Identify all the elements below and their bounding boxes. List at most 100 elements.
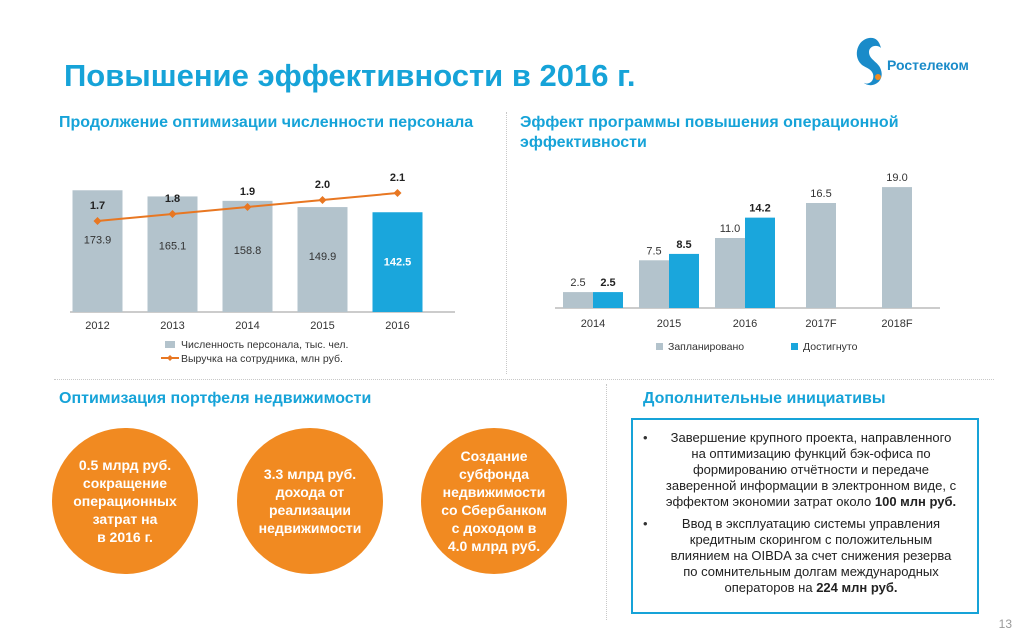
legend-revenue-marker <box>167 355 173 361</box>
headcount-bar <box>72 190 123 312</box>
headcount-bar <box>372 212 423 312</box>
headcount-bar-label: 165.1 <box>159 240 187 252</box>
revenue-point-marker <box>318 196 327 204</box>
x-tick-label: 2013 <box>160 320 184 332</box>
legend-achieved-swatch <box>791 343 798 350</box>
circle-text-line: операционных <box>73 493 177 509</box>
legend-headcount-label: Численность персонала, тыс. чел. <box>181 339 348 351</box>
planned-bar <box>882 187 912 308</box>
legend-planned-label: Запланировано <box>668 341 744 353</box>
initiative-text-line: Ввод в эксплуатацию системы управления <box>681 516 941 531</box>
initiative-tail-text: операторов на <box>724 580 817 595</box>
circle-text-line: субфонда <box>459 466 529 482</box>
achieved-bar <box>669 253 699 308</box>
initiative-tail-line: эффектом экономии затрат около 100 млн р… <box>657 494 965 510</box>
legend-headcount-swatch <box>165 341 175 348</box>
circle-text-line: 4.0 млрд руб. <box>447 538 541 554</box>
x-tick-label: 2016 <box>733 318 757 330</box>
headcount-bar <box>297 207 348 312</box>
x-tick-label: 2015 <box>310 320 334 332</box>
initiative-text-line: Завершение крупного проекта, направленно… <box>670 430 952 445</box>
x-tick-label: 2014 <box>581 318 605 330</box>
logo-text: Ростелеком <box>887 57 969 73</box>
initiative-text-line: формированию отчётности и передаче <box>692 462 930 477</box>
revenue-point-marker <box>393 189 402 197</box>
initiative-effect-amount: 100 млн руб. <box>874 494 957 509</box>
circle-text-line: затрат на <box>92 511 158 527</box>
realestate-section-title: Оптимизация портфеля недвижимости <box>59 390 372 407</box>
initiative-text-line: заверенной информации в электронном виде… <box>665 478 957 493</box>
initiative-effect-amount: 224 млн руб. <box>816 580 898 595</box>
realestate-circle-opex: 0.5 млрд руб. сокращение операционных затра… <box>52 428 198 574</box>
initiative-text-line: на оптимизацию функций бэк-офиса по <box>691 446 931 461</box>
x-tick-label: 2017F <box>805 318 836 330</box>
circle-text-line: дохода от <box>275 484 345 500</box>
legend-achieved-label: Достигнуто <box>803 341 858 353</box>
initiatives-section-title: Дополнительные инициативы <box>643 390 886 407</box>
achieved-bar <box>593 292 623 308</box>
opex-chart: 2.5 2.5 2014 7.5 8.5 2015 11.0 14.2 2016 16.5 2017… <box>555 172 940 353</box>
achieved-bar-label: 14.2 <box>749 203 770 215</box>
slide-title: Повышение эффективности в 2016 г. <box>64 58 636 93</box>
circle-text-line: со Сбербанком <box>441 502 547 518</box>
circle-text-line: недвижимости <box>258 520 362 536</box>
rostelecom-logo-icon <box>856 37 882 86</box>
planned-bar-label: 11.0 <box>720 223 741 235</box>
planned-bar-label: 2.5 <box>570 277 585 289</box>
revenue-point-marker <box>168 210 177 218</box>
headcount-chart: 173.9 2012 165.1 2013 158.8 2014 149.9 2015 142.… <box>70 172 455 365</box>
realestate-circle-sale: 3.3 млрд руб. дохода от реализации недвижим… <box>237 428 383 574</box>
page-number: 13 <box>998 617 1012 631</box>
planned-bar <box>639 260 669 308</box>
circle-text-line: недвижимости <box>442 484 546 500</box>
opex-section-title-line1: Эффект программы повышения операционной <box>520 114 899 131</box>
circle-text-line: реализации <box>268 502 351 518</box>
revenue-point-marker <box>93 217 102 225</box>
planned-bar <box>715 238 745 308</box>
planned-bar <box>806 203 836 308</box>
headcount-bar-label: 158.8 <box>234 245 262 257</box>
opex-section-title-line2: эффективности <box>520 134 647 151</box>
circle-text-line: 3.3 млрд руб. <box>263 466 357 482</box>
x-tick-label: 2015 <box>657 318 681 330</box>
planned-bar-label: 16.5 <box>810 188 831 200</box>
initiatives-box: Завершение крупного проекта, направленно… <box>631 418 979 614</box>
achieved-bar-label: 8.5 <box>676 239 691 251</box>
circle-text-line: с доходом в <box>451 520 537 536</box>
headcount-bar <box>222 200 273 312</box>
planned-bar-label: 19.0 <box>886 172 907 184</box>
headcount-bar-label: 149.9 <box>309 251 337 263</box>
initiative-item: Завершение крупного проекта, направленно… <box>643 430 965 510</box>
revenue-point-label: 1.8 <box>165 193 180 205</box>
planned-bar-label: 7.5 <box>646 245 661 257</box>
achieved-bar <box>745 217 775 308</box>
divider-horizontal <box>54 379 994 380</box>
realestate-circle-subfund: Создание субфонда недвижимости со Сбербанко… <box>421 428 567 574</box>
initiative-tail-text: эффектом экономии затрат около <box>665 494 875 509</box>
divider-vertical-top <box>506 112 507 374</box>
initiative-text-line: влиянием на OIBDA за счет снижения резер… <box>670 548 952 563</box>
headcount-bar-label: 142.5 <box>384 256 412 268</box>
x-tick-label: 2012 <box>85 320 109 332</box>
circle-text-line: Создание <box>460 448 528 464</box>
planned-bar <box>563 292 593 308</box>
legend-revenue-label: Выручка на сотрудника, млн руб. <box>181 353 343 365</box>
initiative-item: Ввод в эксплуатацию системы управлениякр… <box>643 516 965 596</box>
headcount-bar-label: 173.9 <box>84 234 112 246</box>
achieved-bar-label: 2.5 <box>600 277 615 289</box>
initiative-text-line: по сомнительным долгам международных <box>683 564 939 579</box>
circle-text-line: в 2016 г. <box>97 529 153 545</box>
revenue-point-label: 1.9 <box>240 186 255 198</box>
revenue-point-label: 2.0 <box>315 179 330 191</box>
circle-text-line: сокращение <box>82 475 168 491</box>
headcount-section-title: Продолжение оптимизации численности перс… <box>59 114 474 131</box>
x-tick-label: 2014 <box>235 320 259 332</box>
initiative-tail-line: операторов на 224 млн руб. <box>657 580 965 596</box>
circle-text-line: 0.5 млрд руб. <box>78 457 172 473</box>
initiative-text-line: кредитным скорингом с положительным <box>689 532 933 547</box>
divider-vertical-bottom <box>606 384 607 620</box>
revenue-point-marker <box>243 203 252 211</box>
revenue-point-label: 1.7 <box>90 200 105 212</box>
x-tick-label: 2018F <box>881 318 912 330</box>
